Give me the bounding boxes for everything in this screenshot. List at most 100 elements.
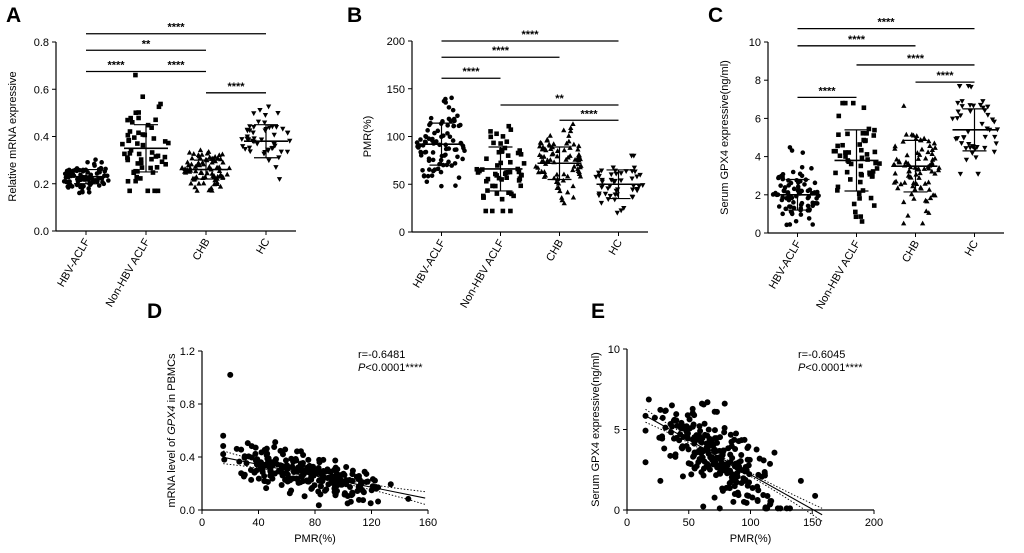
scatter-point (255, 475, 262, 482)
scatter-point (724, 470, 731, 477)
dot-circle (61, 179, 67, 184)
dot-square (516, 169, 522, 175)
dot-triangle-down (251, 136, 257, 142)
y-tick-label: 0.0 (180, 505, 195, 517)
scatter-point (696, 423, 703, 430)
dot-square (136, 130, 141, 136)
dot-triangle-down (629, 176, 635, 182)
dot-triangle-up (194, 161, 201, 167)
dot-triangle-up (892, 143, 898, 149)
dot-square (484, 156, 489, 162)
dot-circle (98, 166, 104, 172)
dot-triangle-down (251, 111, 257, 117)
dot-triangle-down (287, 138, 293, 144)
p-value-symbol: P (358, 362, 366, 374)
dot-triangle-down (607, 183, 613, 189)
scatter-point (700, 503, 707, 510)
panel-label: A (6, 4, 21, 27)
dot-square (125, 157, 131, 163)
dot-triangle-down (599, 179, 605, 185)
scatter-point (671, 416, 678, 423)
y-tick-label: 0.8 (180, 399, 195, 411)
scatter-point (755, 487, 762, 494)
scatter-point (282, 457, 289, 464)
dot-circle (65, 184, 71, 189)
dot-triangle-down (959, 104, 965, 109)
dot-circle (449, 95, 454, 101)
dot-triangle-up (199, 151, 205, 157)
scatter-point (264, 455, 271, 462)
y-axis-title: Relative mRNA expressive (7, 71, 19, 201)
dot-triangle-down (250, 130, 256, 136)
dot-triangle-down (982, 134, 988, 140)
dot-triangle-down (276, 177, 283, 182)
dot-triangle-down (595, 170, 602, 176)
dot-circle (426, 136, 432, 141)
scatter-point (220, 443, 227, 450)
dot-circle (787, 222, 793, 227)
y-tick-label: 10 (749, 37, 761, 49)
scatter-point (721, 400, 728, 407)
scatter-point (797, 477, 804, 484)
scatter-point (753, 446, 760, 453)
dot-triangle-down (621, 206, 627, 211)
dot-square (848, 161, 854, 167)
scatter-point (777, 505, 784, 512)
dot-triangle-down (273, 124, 280, 130)
dot-square (120, 141, 125, 147)
dot-square (162, 139, 168, 144)
dot-triangle-up (565, 154, 571, 160)
scatter-point (304, 464, 311, 471)
dot-circle (784, 196, 789, 201)
dot-triangle-up (565, 189, 571, 195)
dot-circle (93, 157, 98, 162)
dot-square (158, 101, 163, 107)
significance-label: ** (555, 93, 564, 105)
x-tick-label: 80 (309, 517, 321, 529)
dot-circle (425, 173, 431, 179)
significance-label: **** (167, 60, 185, 72)
dot-square (483, 208, 489, 214)
dot-triangle-down (975, 171, 981, 177)
scatter-point (332, 491, 339, 498)
dot-triangle-down (265, 104, 272, 110)
scatter-point (689, 405, 696, 412)
dot-circle (776, 175, 781, 181)
dot-circle (446, 146, 452, 151)
dot-square (842, 100, 848, 106)
dot-triangle-up (929, 168, 935, 174)
dot-triangle-down (980, 99, 986, 104)
dot-triangle-up (570, 167, 576, 173)
dot-triangle-up (546, 141, 552, 147)
scatter-point (344, 500, 351, 507)
dot-triangle-up (926, 186, 932, 192)
dot-circle (440, 119, 445, 124)
dot-triangle-down (963, 146, 969, 152)
dot-square (140, 94, 146, 99)
dot-square (874, 166, 880, 171)
dot-square (871, 203, 877, 208)
dot-triangle-up (571, 163, 577, 169)
x-axis-title: PMR(%) (730, 533, 772, 545)
scatter-point (745, 462, 752, 469)
dot-square (133, 178, 138, 184)
dot-square (133, 110, 139, 116)
dot-triangle-down (970, 103, 977, 109)
dot-square (518, 183, 524, 189)
dot-square (159, 159, 165, 165)
dot-triangle-up (216, 168, 223, 173)
dot-triangle-up (903, 159, 909, 165)
dot-square (127, 129, 133, 134)
scatter-point (645, 396, 652, 403)
dot-circle (438, 169, 444, 175)
dot-square (155, 188, 161, 194)
dot-triangle-down (965, 129, 971, 135)
dot-square (128, 147, 134, 153)
significance-label: **** (936, 70, 954, 82)
dot-triangle-down (618, 171, 624, 176)
dot-circle (103, 166, 108, 172)
dot-square (496, 175, 502, 181)
dot-circle (791, 186, 797, 192)
dot-triangle-down (254, 141, 260, 147)
scatter-point (738, 480, 745, 487)
